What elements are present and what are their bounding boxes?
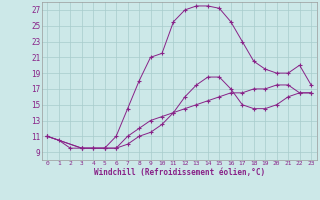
X-axis label: Windchill (Refroidissement éolien,°C): Windchill (Refroidissement éolien,°C) (94, 168, 265, 177)
